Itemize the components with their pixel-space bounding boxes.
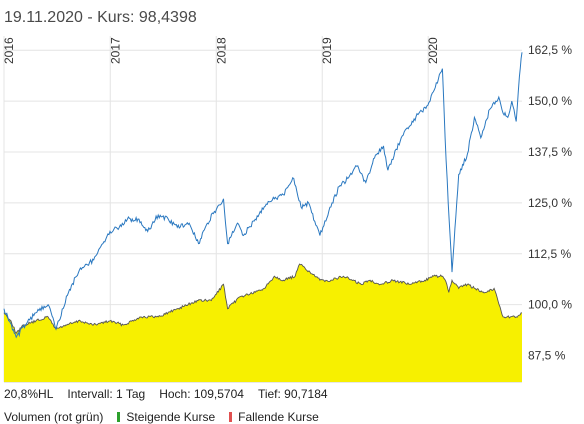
year-label: 2019 bbox=[320, 37, 334, 64]
title-date: 19.11.2020 bbox=[4, 9, 83, 26]
chart-title: 19.11.2020 - Kurs: 98,4398 bbox=[4, 9, 197, 27]
y-tick-label: 137,5 % bbox=[528, 145, 572, 159]
legend-steigende-swatch bbox=[117, 412, 121, 422]
legend-steigende: Steigende Kurse bbox=[126, 410, 216, 424]
y-tick-label: 162,5 % bbox=[528, 43, 572, 57]
benchmark-line bbox=[3, 52, 523, 339]
stat-hoch: Hoch: 109,5704 bbox=[159, 387, 244, 401]
y-axis: 87,5 % 100,0 % 112,5 % 125,0 % 137,5 % 150,0 … bbox=[528, 43, 572, 362]
year-label: 2016 bbox=[2, 37, 16, 64]
year-label: 2020 bbox=[426, 37, 440, 64]
stats-row: 20,8%HL Intervall: 1 Tag Hoch: 109,5704 Tie… bbox=[4, 387, 342, 401]
legend-fallende-swatch bbox=[229, 412, 233, 422]
fund-line bbox=[3, 263, 523, 334]
y-tick-label: 112,5 % bbox=[528, 247, 571, 261]
stat-tief: Tief: 90,7184 bbox=[257, 387, 328, 401]
legend-fallende: Fallende Kurse bbox=[238, 410, 319, 424]
benchmark-series bbox=[3, 52, 523, 339]
legend: Volumen (rot grün) Steigende Kurse Fallend… bbox=[4, 410, 333, 424]
year-labels: 2016 2017 2018 2019 2020 bbox=[2, 37, 440, 64]
price-chart: 87,5 % 100,0 % 112,5 % 125,0 % 137,5 % 150,0 … bbox=[2, 36, 572, 383]
year-label: 2018 bbox=[214, 37, 228, 64]
y-tick-label: 100,0 % bbox=[528, 298, 572, 312]
fund-series bbox=[3, 263, 523, 382]
legend-volumen: Volumen (rot grün) bbox=[4, 410, 104, 424]
stat-hl: 20,8%HL bbox=[4, 387, 54, 401]
title-kurs: - Kurs: 98,4398 bbox=[82, 9, 197, 26]
year-label: 2017 bbox=[108, 37, 122, 64]
y-tick-label: 87,5 % bbox=[528, 349, 566, 363]
y-tick-label: 125,0 % bbox=[528, 196, 572, 210]
y-tick-label: 150,0 % bbox=[528, 94, 572, 108]
stat-intervall: Intervall: 1 Tag bbox=[67, 387, 146, 401]
fund-area bbox=[4, 264, 522, 382]
